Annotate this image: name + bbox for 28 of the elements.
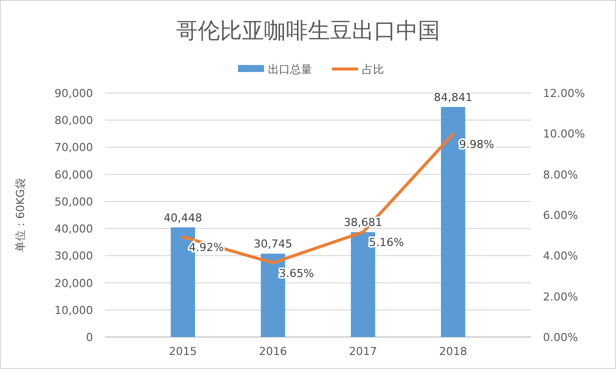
y2-tick-label: 2.00%	[543, 290, 578, 304]
y2-tick-label: 12.00%	[543, 87, 585, 100]
chart-title: 哥伦比亚咖啡生豆出口中国	[176, 19, 440, 44]
legend-label: 出口总量	[268, 63, 312, 76]
legend-label: 占比	[362, 63, 384, 76]
data-label: 40,448	[164, 211, 202, 224]
y-tick-label: 30,000	[54, 250, 93, 263]
y-tick-label: 80,000	[54, 114, 93, 128]
y-axis-title: 单位：60KG袋	[14, 178, 27, 252]
y2-tick-label: 0.00%	[543, 331, 578, 344]
y2-tick-label: 10.00%	[543, 128, 585, 141]
y-tick-label: 10,000	[54, 304, 93, 317]
data-label: 30,745	[254, 238, 292, 251]
y-tick-label: 50,000	[54, 195, 93, 208]
y2-tick-label: 6.00%	[543, 209, 578, 222]
y-tick-label: 60,000	[54, 168, 93, 182]
x-tick-label: 2015	[168, 345, 197, 358]
y-tick-label: 90,000	[54, 87, 93, 100]
y-tick-label: 40,000	[54, 222, 93, 236]
y-tick-label: 70,000	[54, 141, 93, 154]
y-tick-label: 0	[86, 331, 93, 344]
data-label: 84,841	[434, 90, 472, 104]
y-tick-label: 20,000	[54, 276, 93, 290]
y2-tick-label: 8.00%	[543, 168, 578, 182]
x-tick-label: 2017	[349, 345, 378, 358]
x-tick-label: 2016	[258, 345, 287, 358]
x-tick-label: 2018	[439, 345, 468, 358]
y2-tick-label: 4.00%	[543, 250, 578, 263]
